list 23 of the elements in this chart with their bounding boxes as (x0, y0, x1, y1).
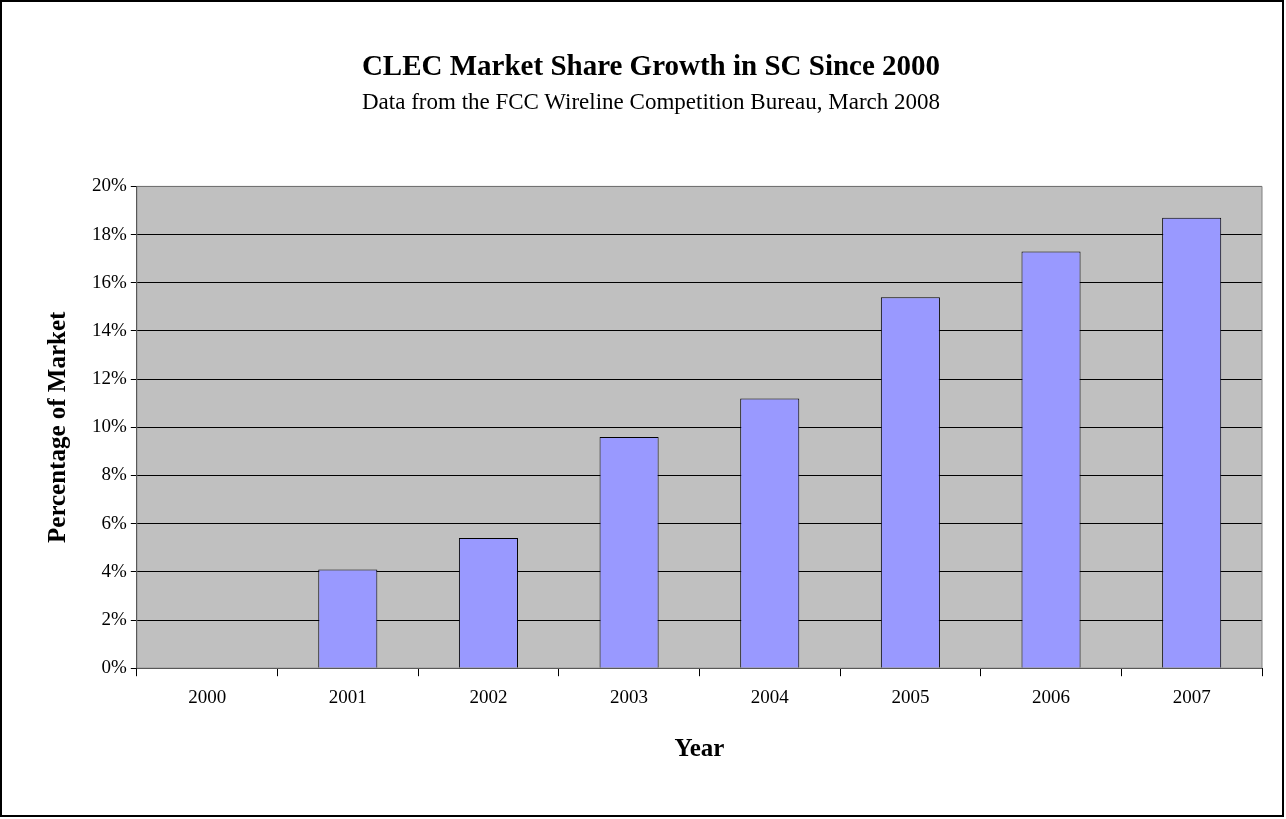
chart-subtitle: Data from the FCC Wireline Competition Bureau, March 2008 (361, 88, 941, 114)
x-tick-label: 2006 (1032, 685, 1071, 707)
y-tick-label: 6% (101, 511, 127, 533)
x-tick-label: 2005 (891, 685, 930, 707)
y-tick-label: 4% (101, 559, 127, 581)
y-tick-label: 18% (92, 222, 127, 244)
y-tick-label: 12% (92, 367, 127, 389)
y-tick-label: 16% (92, 270, 127, 292)
x-tick-label: 2000 (188, 685, 227, 707)
y-tick-label: 0% (101, 656, 127, 678)
y-tick-label: 2% (101, 608, 127, 629)
x-tick-label: 2007 (1172, 685, 1211, 707)
chart-title: CLEC Market Share Growth in SC Since 2000 (361, 48, 941, 81)
y-tick-label: 8% (101, 463, 127, 485)
x-tick-label: 2003 (610, 685, 649, 707)
y-tick-label: 20% (92, 174, 127, 196)
x-tick-label: 2002 (469, 685, 508, 707)
x-axis-title: Year (674, 734, 725, 762)
y-axis-title: Percentage of Market (43, 310, 71, 543)
y-tick-label: 10% (92, 415, 127, 437)
x-tick-label: 2001 (328, 685, 367, 707)
x-tick-label: 2004 (750, 685, 790, 707)
y-tick-label: 14% (92, 318, 127, 340)
